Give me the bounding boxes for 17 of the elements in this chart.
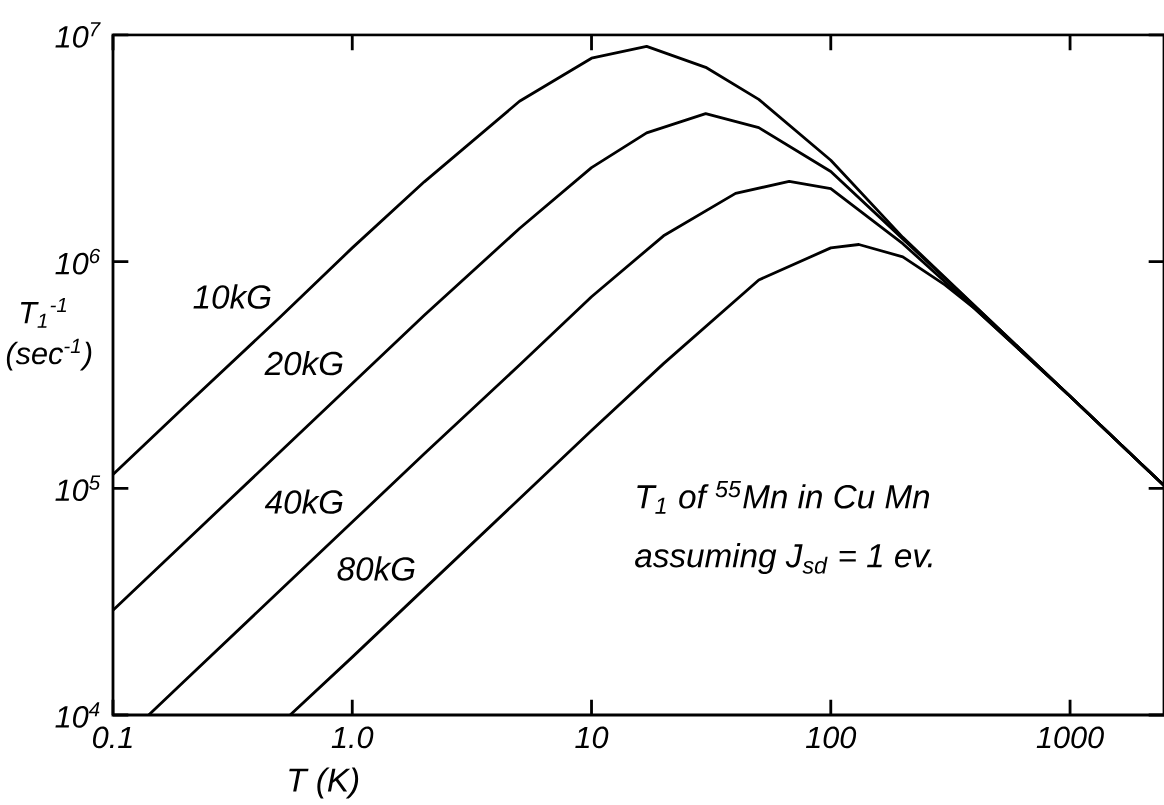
- series-label: 10kG: [193, 284, 271, 309]
- x-tick-label: 0.1: [92, 726, 132, 749]
- x-tick-label: 1.0: [331, 726, 374, 749]
- series-label: 40kG: [264, 489, 343, 514]
- x-tick-label: 10: [575, 726, 609, 749]
- annotation: assuming J$_{sd}$ = 1 ev.: [635, 543, 932, 575]
- y-tick-label: 10$^{7}$: [55, 22, 101, 48]
- x-axis-title: T (K): [289, 767, 359, 799]
- y-tick-label: 10$^{6}$: [55, 248, 101, 275]
- x-tick-label: 100: [806, 726, 857, 749]
- y-tick-label: 10$^{4}$: [55, 702, 100, 728]
- text: T$_{1}$-1 (sec$^{-1}$): [6, 297, 92, 371]
- y-tick-label: 10$^{5}$: [55, 475, 101, 502]
- annotation: T$_{1}$ of $^{55}$Mn in Cu Mn: [637, 481, 930, 514]
- series-label: 80kG: [337, 556, 415, 581]
- series-label: 20kG: [264, 350, 343, 376]
- x-tick-label: 1000: [1036, 726, 1104, 749]
